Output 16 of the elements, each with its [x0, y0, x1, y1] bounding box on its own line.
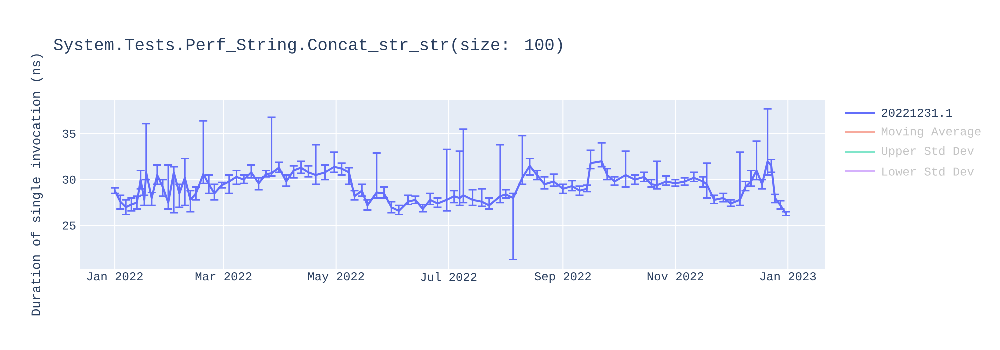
- x-tick-label: Jan 2022: [87, 272, 143, 281]
- x-tick-label: Mar 2022: [196, 272, 252, 281]
- y-axis-title: Duration of single invocation (ns): [30, 54, 44, 316]
- legend-label: Moving Average: [882, 126, 981, 138]
- x-tick-label: Nov 2022: [648, 272, 704, 281]
- x-tick-label: May 2022: [308, 272, 364, 283]
- x-tick-label: Jul 2022: [421, 272, 477, 282]
- y-tick-label: 25: [62, 222, 76, 230]
- x-tick-label: Sep 2022: [534, 272, 591, 283]
- chart-title: System.Tests.Perf_String.Concat_str_str(size: 100): [54, 38, 562, 54]
- legend-label: Lower Std Dev: [882, 167, 974, 176]
- x-tick-label: Jan 2023: [760, 272, 816, 281]
- legend-label: Upper Std Dev: [882, 146, 974, 158]
- y-tick-label: 30: [62, 176, 76, 184]
- y-tick-label: 35: [62, 130, 76, 138]
- legend-label: 20221231.1: [882, 108, 952, 118]
